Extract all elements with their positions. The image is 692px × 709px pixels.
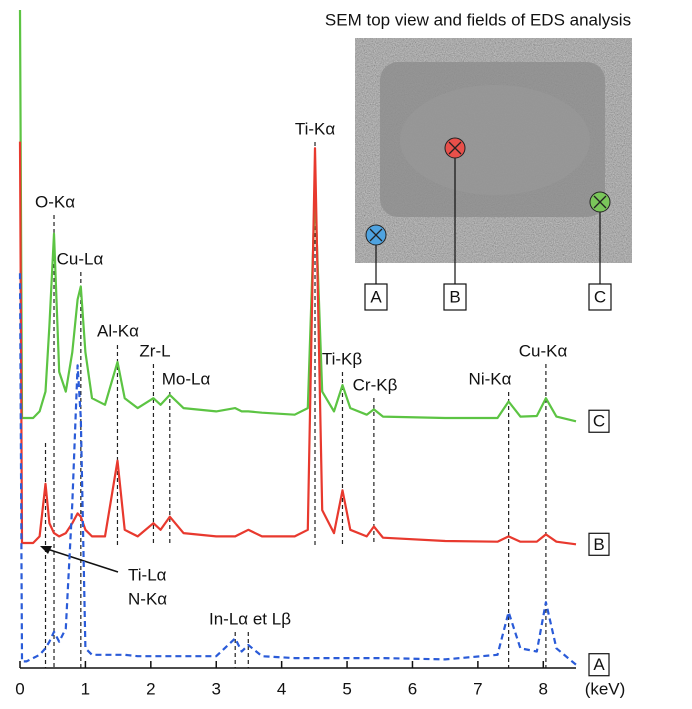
marker-label: A (370, 287, 382, 306)
series-label: A (593, 655, 605, 674)
series-label-box (588, 532, 610, 556)
arrow-head (40, 546, 52, 554)
marker-label: C (594, 287, 606, 306)
peak-label: In-Lα et Lβ (209, 609, 291, 628)
x-tick-label: 1 (81, 679, 90, 698)
peak-label: Zr-L (139, 341, 170, 360)
series-label: B (593, 535, 604, 554)
x-axis-label: (keV) (585, 679, 626, 698)
peak-label: Ti-Kα (295, 119, 336, 138)
peak-label: Al-Kα (97, 321, 139, 340)
peak-label: Mo-Lα (162, 369, 211, 388)
peak-label: Cu-Lα (57, 249, 104, 268)
x-tick-label: 5 (342, 679, 351, 698)
x-tick-label: 3 (212, 679, 221, 698)
analysis-cross (448, 141, 462, 155)
peak-label: Ti-Lα (128, 565, 167, 584)
sem-image (355, 38, 632, 263)
x-tick-label: 6 (408, 679, 417, 698)
peak-label: Ni-Kα (469, 369, 512, 388)
spectrum-line (18, 141, 577, 546)
peak-label: Cu-Kα (519, 341, 568, 360)
spectrum-line (18, 9, 577, 423)
marker-box (443, 283, 467, 311)
x-tick-label: 7 (473, 679, 482, 698)
x-tick-label: 0 (15, 679, 24, 698)
series-label-box (588, 409, 610, 433)
marker-box (364, 283, 388, 311)
spectrum-line (18, 273, 577, 666)
peak-label: O-Kα (35, 192, 75, 211)
peak-label: Cr-Kβ (353, 375, 398, 394)
peak-label: N-Kα (128, 589, 167, 608)
peak-label: Ti-Kβ (322, 349, 363, 368)
x-tick-label: 4 (277, 679, 286, 698)
marker-box (588, 283, 612, 311)
pointer-arrow (43, 547, 119, 573)
inset-title: SEM top view and fields of EDS analysis (325, 10, 631, 29)
x-tick-label: 8 (539, 679, 548, 698)
analysis-cross (593, 195, 607, 209)
marker-label: B (449, 287, 460, 306)
x-tick-label: 2 (146, 679, 155, 698)
series-label-box (588, 653, 610, 677)
analysis-cross (369, 228, 383, 242)
series-label: C (593, 412, 605, 431)
inset-markers: A B C (364, 137, 612, 311)
